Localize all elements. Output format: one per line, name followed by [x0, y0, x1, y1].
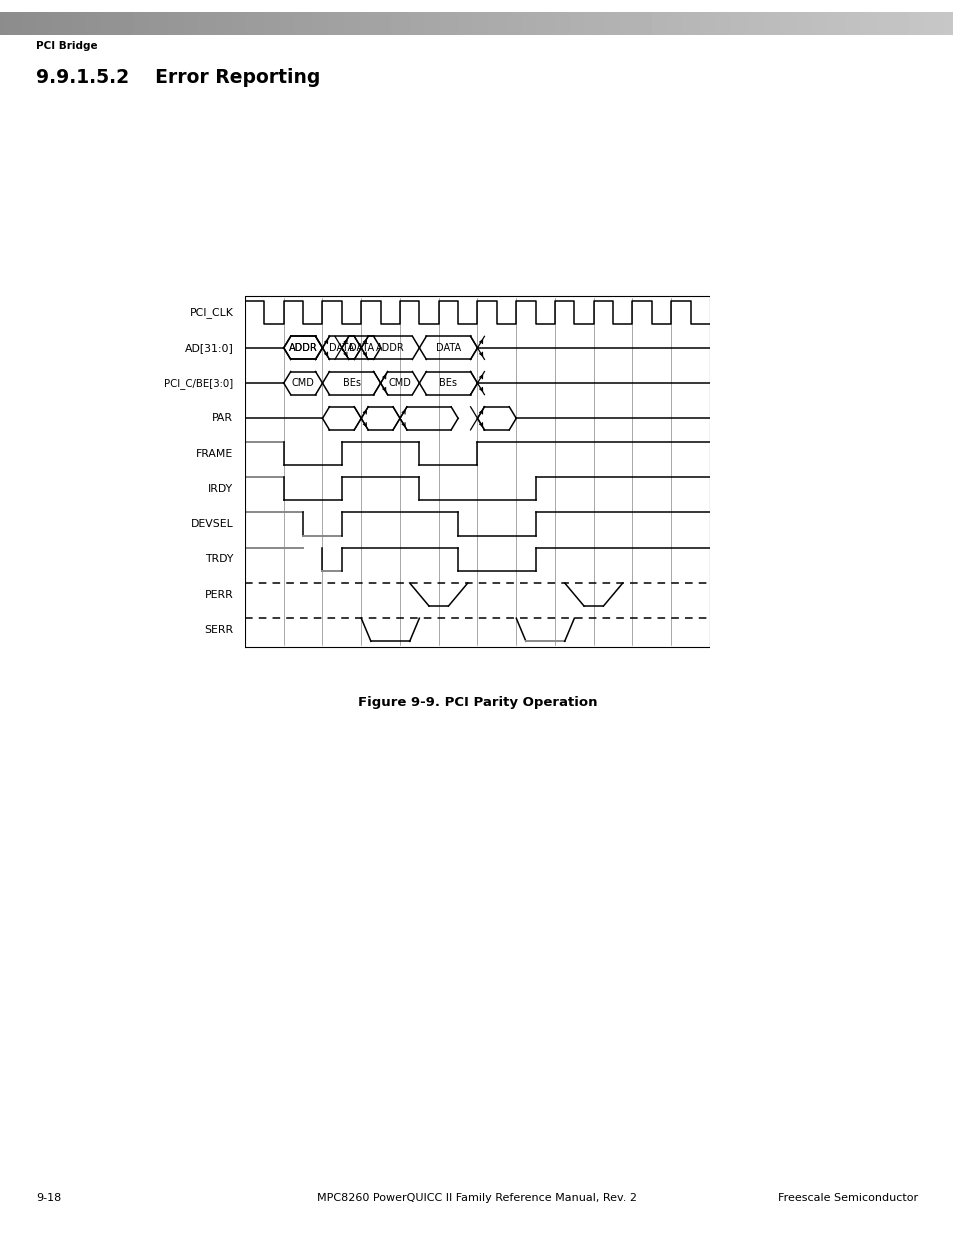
Text: AD[31:0]: AD[31:0]	[184, 343, 233, 353]
Text: BEs: BEs	[439, 378, 456, 388]
Text: ADDR: ADDR	[289, 343, 317, 353]
Text: BEs: BEs	[342, 378, 360, 388]
Text: ADDR: ADDR	[375, 343, 404, 353]
Text: SERR: SERR	[204, 625, 233, 635]
Text: CMD: CMD	[388, 378, 411, 388]
Text: Freescale Semiconductor: Freescale Semiconductor	[777, 1193, 917, 1203]
Text: PAR: PAR	[213, 414, 233, 424]
Text: PCI_C/BE[3:0]: PCI_C/BE[3:0]	[164, 378, 233, 389]
Text: FRAME: FRAME	[196, 448, 233, 458]
Text: DATA: DATA	[436, 343, 460, 353]
Text: 9-18: 9-18	[36, 1193, 61, 1203]
Text: PCI_CLK: PCI_CLK	[190, 308, 233, 319]
Text: ADDR: ADDR	[289, 343, 317, 353]
Text: MPC8260 PowerQUICC II Family Reference Manual, Rev. 2: MPC8260 PowerQUICC II Family Reference M…	[316, 1193, 637, 1203]
Text: Figure 9-9. PCI Parity Operation: Figure 9-9. PCI Parity Operation	[357, 695, 597, 709]
Text: IRDY: IRDY	[208, 484, 233, 494]
Text: PERR: PERR	[204, 589, 233, 599]
Text: DATA: DATA	[349, 343, 374, 353]
Text: PCI Bridge: PCI Bridge	[36, 41, 98, 51]
Text: TRDY: TRDY	[205, 555, 233, 564]
Text: DATA: DATA	[329, 343, 355, 353]
Text: DEVSEL: DEVSEL	[191, 519, 233, 529]
Text: CMD: CMD	[292, 378, 314, 388]
Text: 9.9.1.5.2    Error Reporting: 9.9.1.5.2 Error Reporting	[36, 68, 320, 86]
